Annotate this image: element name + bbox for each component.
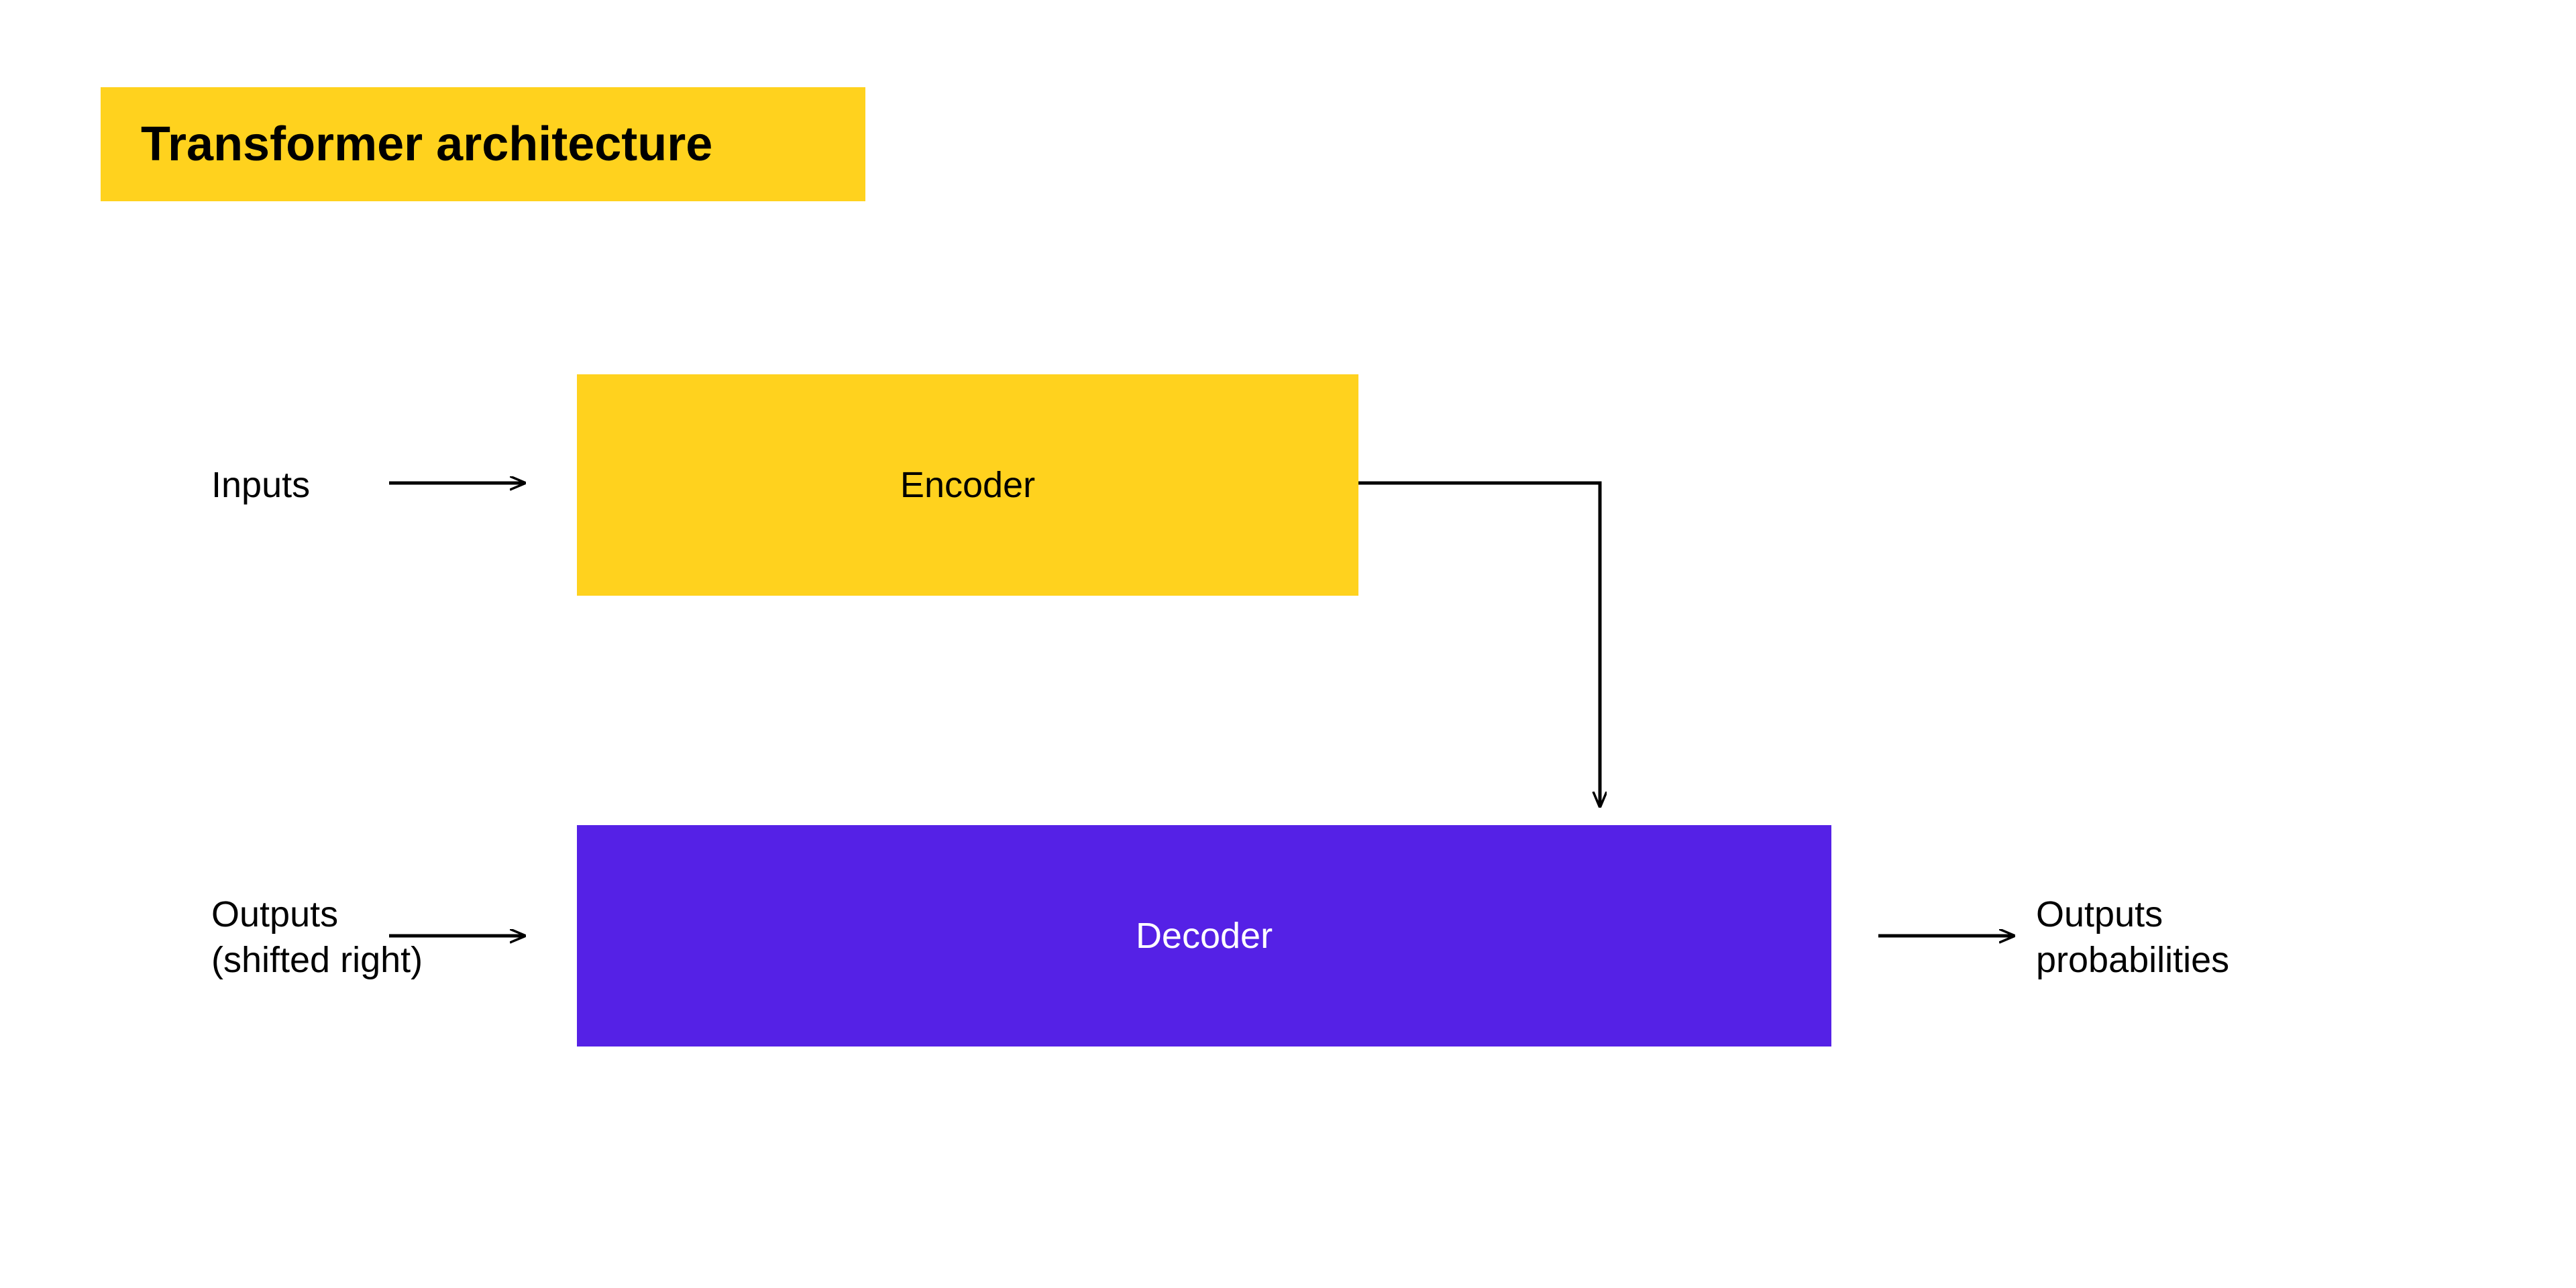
arrow-encoder-decoder [1358,483,1600,805]
arrows-layer [0,0,2576,1288]
